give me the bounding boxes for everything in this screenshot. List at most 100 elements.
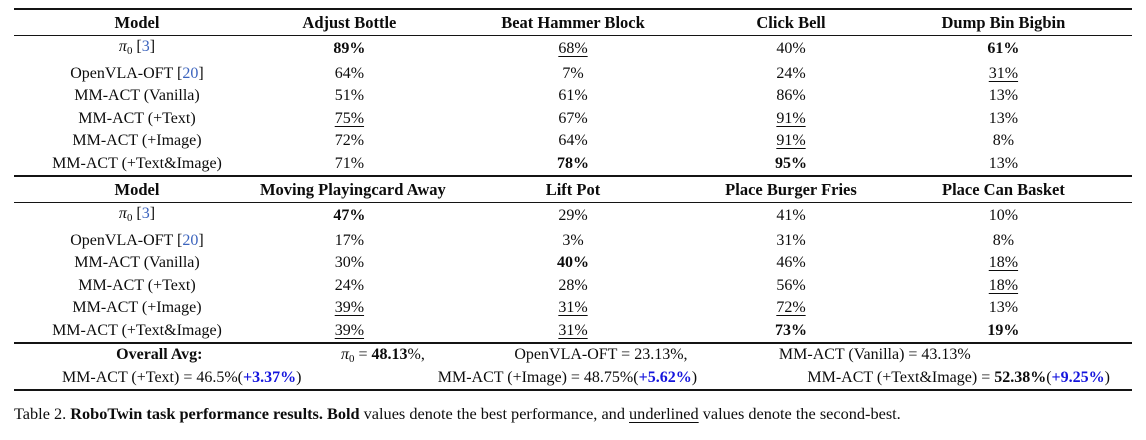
success-rate-value: 39% (334, 321, 365, 339)
success-rate-value: 17% (334, 231, 365, 249)
success-rate-value: 40% (776, 40, 806, 58)
model-name: π (118, 205, 127, 223)
success-rate-value: 28% (558, 276, 588, 294)
success-rate-value: 31% (988, 64, 1019, 82)
value-cell: 8% (875, 130, 1132, 153)
header-row: Model Adjust Bottle Beat Hammer Block Click… (14, 9, 1132, 36)
model-cell: MM-ACT (+Text) (14, 275, 260, 298)
task-column-header: Lift Pot (545, 180, 601, 200)
citation-link[interactable]: 20 (182, 64, 199, 82)
overall-avg-text: 0 (349, 353, 355, 366)
table-row: π0 [3] 47% 29% 41% 10% (14, 203, 1132, 230)
success-rate-value: 91% (776, 132, 806, 150)
value-cell: 72% (707, 297, 875, 320)
success-rate-value: 73% (774, 321, 807, 339)
task-column-header: Click Bell (756, 13, 826, 32)
header-row: Model Moving Playingcard Away Lift Pot Plac… (14, 176, 1132, 203)
value-cell: 51% (260, 85, 439, 108)
table-row: OpenVLA-OFT [20] 17% 3% 31% 8% (14, 230, 1132, 253)
model-name: MM-ACT (+Image) (72, 132, 202, 150)
overall-avg-text: MM-ACT (+Image) = 48.75%( (437, 368, 639, 386)
success-rate-value: 18% (988, 276, 1019, 294)
model-name-subscript: 0 (126, 45, 133, 58)
overall-avg-line-2: MM-ACT (+Text) = 46.5%(+3.37%) MM-ACT (+I… (14, 367, 1132, 390)
task-column-header: Place Can Basket (942, 180, 1065, 200)
value-cell: 18% (875, 275, 1132, 298)
overall-avg-text: MM-ACT (+Text) = 46.5%( (61, 368, 243, 386)
model-name: MM-ACT (+Text&Image) (52, 154, 222, 172)
citation-link[interactable]: 3 (141, 205, 150, 223)
value-cell: 91% (707, 130, 875, 153)
success-rate-value: 18% (988, 254, 1019, 272)
results-table-grid: Model Adjust Bottle Beat Hammer Block Click… (14, 8, 1132, 342)
success-rate-value: 72% (776, 299, 806, 317)
overall-avg-text: +5.62% (638, 368, 692, 386)
success-rate-value: 61% (987, 40, 1020, 58)
model-cell: MM-ACT (+Text) (14, 108, 260, 131)
value-cell: 56% (707, 275, 875, 298)
value-cell: 18% (875, 252, 1132, 275)
table-row: MM-ACT (+Text&Image) 39% 31% 73% 19% (14, 320, 1132, 343)
success-rate-value: 29% (558, 207, 588, 225)
model-name: OpenVLA-OFT (70, 64, 174, 82)
value-cell: 72% (260, 130, 439, 153)
task-column-header: Moving Playingcard Away (259, 180, 446, 200)
value-cell: 24% (260, 275, 439, 298)
success-rate-value: 13% (988, 299, 1019, 317)
value-cell: 31% (439, 320, 707, 343)
success-rate-value: 75% (334, 109, 365, 127)
value-cell: 89% (260, 36, 439, 63)
overall-avg-segment: Overall Avg: (14, 344, 305, 371)
caption-text: underlined (629, 404, 699, 423)
value-cell: 31% (439, 297, 707, 320)
table-row: MM-ACT (+Text&Image) 71% 78% 95% 13% (14, 153, 1132, 177)
model-name: MM-ACT (+Image) (72, 299, 202, 317)
success-rate-value: 71% (334, 154, 365, 172)
model-column-header: Model (114, 180, 160, 200)
table-row: MM-ACT (Vanilla) 51% 61% 86% 13% (14, 85, 1132, 108)
model-cell: MM-ACT (+Image) (14, 130, 260, 153)
success-rate-value: 30% (334, 254, 365, 272)
table-row: MM-ACT (+Text) 75% 67% 91% 13% (14, 108, 1132, 131)
value-cell: 28% (439, 275, 707, 298)
success-rate-value: 31% (776, 231, 806, 249)
value-cell: 78% (439, 153, 707, 177)
citation-link[interactable]: 20 (182, 231, 199, 249)
success-rate-value: 67% (558, 109, 588, 127)
value-cell: 67% (439, 108, 707, 131)
task-column-header: Adjust Bottle (302, 13, 397, 32)
overall-avg-text: Overall Avg: (116, 346, 203, 364)
overall-avg-text: 48.13 (371, 346, 408, 364)
success-rate-value: 39% (334, 299, 365, 317)
success-rate-value: 19% (987, 321, 1020, 339)
table-row: MM-ACT (+Text) 24% 28% 56% 18% (14, 275, 1132, 298)
caption-text: values denote the best performance, and (359, 404, 630, 423)
model-cell: π0 [3] (118, 38, 156, 58)
model-cell: MM-ACT (+Text&Image) (14, 320, 260, 343)
success-rate-value: 3% (562, 231, 584, 249)
task-column-header: Place Burger Fries (725, 180, 857, 200)
model-name-subscript: 0 (126, 212, 133, 225)
value-cell: 64% (260, 63, 439, 86)
value-cell: 41% (707, 203, 875, 230)
success-rate-value: 64% (334, 64, 365, 82)
value-cell: 47% (260, 203, 439, 230)
model-cell: OpenVLA-OFT [20] (70, 231, 204, 249)
value-cell: 40% (707, 36, 875, 63)
value-cell: 13% (875, 297, 1132, 320)
table-row: π0 [3] 89% 68% 40% 61% (14, 36, 1132, 63)
model-name: OpenVLA-OFT (70, 231, 174, 249)
value-cell: 75% (260, 108, 439, 131)
success-rate-value: 8% (992, 231, 1015, 249)
value-cell: 46% (707, 252, 875, 275)
success-rate-value: 95% (774, 154, 807, 172)
success-rate-value: 78% (556, 154, 589, 172)
model-cell: MM-ACT (+Text&Image) (14, 153, 260, 177)
success-rate-value: 86% (776, 87, 806, 105)
caption-text: values denote the second-best. (698, 404, 901, 423)
results-table: Model Adjust Bottle Beat Hammer Block Click… (14, 8, 1132, 392)
citation-link[interactable]: 3 (141, 38, 150, 55)
overall-avg-segment: π0 = 48.13%, (305, 344, 462, 371)
value-cell: 71% (260, 153, 439, 177)
